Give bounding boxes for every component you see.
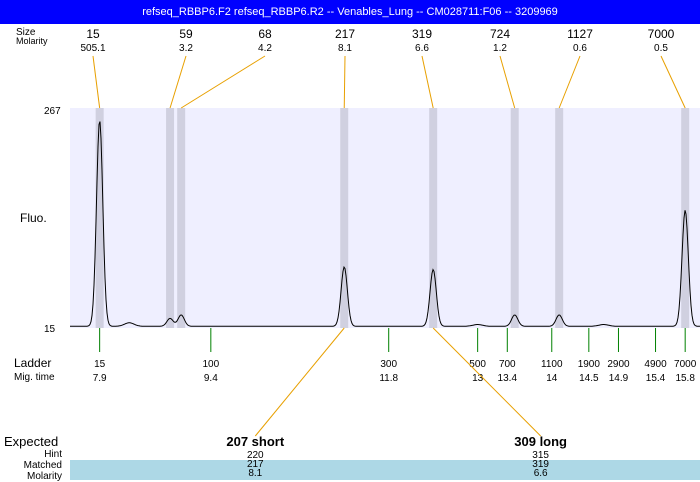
ladder-time-label: 13 <box>472 373 484 384</box>
peak-molarity-label: 505.1 <box>80 43 105 54</box>
peak-size-label: 7000 <box>648 27 675 41</box>
peak-size-label: 15 <box>86 27 100 41</box>
expected-row-labels: Expected Hint Matched Molarity <box>0 435 70 482</box>
hint-label: Hint <box>44 449 62 460</box>
hint-value: 315 <box>532 450 549 461</box>
peak-size-label: 217 <box>335 27 355 41</box>
molarity-label: Molarity <box>26 471 62 482</box>
expected-leader-line <box>432 327 542 437</box>
ladder-size-label: 7000 <box>674 359 697 370</box>
matched-value: 319 <box>532 459 549 470</box>
y-min-label: 15 <box>44 324 56 335</box>
y-axis-title: Fluo. <box>20 211 47 225</box>
peak-marker-band <box>340 108 349 328</box>
ladder-time-label: 14 <box>546 373 558 384</box>
molarity-value: 6.6 <box>533 468 548 479</box>
molarity-row-label: Molarity <box>16 36 48 46</box>
y-max-label: 267 <box>44 106 61 117</box>
molarity-value: 8.1 <box>248 468 263 479</box>
peak-marker-band <box>510 108 519 328</box>
peak-leader-line <box>421 55 434 109</box>
ladder-size-label: 500 <box>469 359 486 370</box>
ladder-row-label: Ladder <box>14 356 51 370</box>
matched-band <box>70 460 700 480</box>
peak-size-label: 1127 <box>567 27 593 41</box>
peak-molarity-label: 3.2 <box>179 43 193 54</box>
plot-area <box>70 108 700 328</box>
expected-column: 207 short 220 217 8.1 <box>215 434 295 479</box>
peak-leader-line <box>92 55 101 109</box>
ladder-time-label: 15.8 <box>675 373 695 384</box>
expected-column: 309 long 315 319 6.6 <box>501 434 581 479</box>
peak-marker-band <box>166 108 175 328</box>
peak-molarity-label: 0.5 <box>654 43 668 54</box>
peak-size-label: 68 <box>258 27 272 41</box>
peak-molarity-label: 1.2 <box>493 43 507 54</box>
expected-label: Expected <box>4 434 59 449</box>
matched-label: Matched <box>23 460 62 471</box>
peak-molarity-label: 8.1 <box>338 43 352 54</box>
ladder-time-label: 7.9 <box>93 373 107 384</box>
ladder-size-label: 100 <box>202 359 219 370</box>
expected-product-label: 309 long <box>514 434 568 449</box>
ladder-time-label: 14.9 <box>609 373 629 384</box>
peak-size-label: 724 <box>490 27 510 41</box>
peak-marker-band <box>177 108 186 328</box>
expected-product-label: 207 short <box>226 434 285 449</box>
expected-leader-line <box>254 327 345 437</box>
peak-leader-line <box>558 55 581 109</box>
peak-molarity-label: 4.2 <box>258 43 272 54</box>
ladder-time-label: 14.5 <box>579 373 599 384</box>
peak-leader-line <box>169 55 187 109</box>
peak-size-label: 59 <box>179 27 193 41</box>
peak-leader-line <box>180 55 266 109</box>
ladder-size-label: 700 <box>499 359 516 370</box>
ladder-size-label: 300 <box>380 359 397 370</box>
hint-value: 220 <box>246 450 264 461</box>
ladder-time-label: 9.4 <box>204 373 218 384</box>
peak-molarity-label: 0.6 <box>573 43 587 54</box>
size-row-label: Size <box>16 27 36 38</box>
ladder-size-label: 15 <box>94 359 106 370</box>
peak-leader-line <box>660 55 686 109</box>
peak-size-label: 319 <box>412 27 432 41</box>
ladder-size-label: 1100 <box>541 359 563 370</box>
peak-marker-band <box>555 108 564 328</box>
matched-value: 217 <box>246 459 264 470</box>
ladder-time-label: 15.4 <box>646 373 666 384</box>
peak-leader-line <box>343 55 346 109</box>
fluorescence-trace <box>70 121 700 327</box>
mig-time-row-label: Mig. time <box>14 372 55 383</box>
peak-molarity-label: 6.6 <box>415 43 429 54</box>
peak-marker-band <box>429 108 438 328</box>
peak-marker-band <box>95 108 104 328</box>
ladder-size-label: 2900 <box>607 359 630 370</box>
ladder-time-label: 11.8 <box>379 373 398 384</box>
chart-title: refseq_RBBP6.F2 refseq_RBBP6.R2 -- Venab… <box>0 0 700 24</box>
ladder-size-label: 1900 <box>578 359 601 370</box>
ladder-size-label: 4900 <box>644 359 667 370</box>
peak-marker-band <box>681 108 690 328</box>
peak-leader-line <box>499 55 516 109</box>
ladder-time-label: 13.4 <box>498 373 518 384</box>
